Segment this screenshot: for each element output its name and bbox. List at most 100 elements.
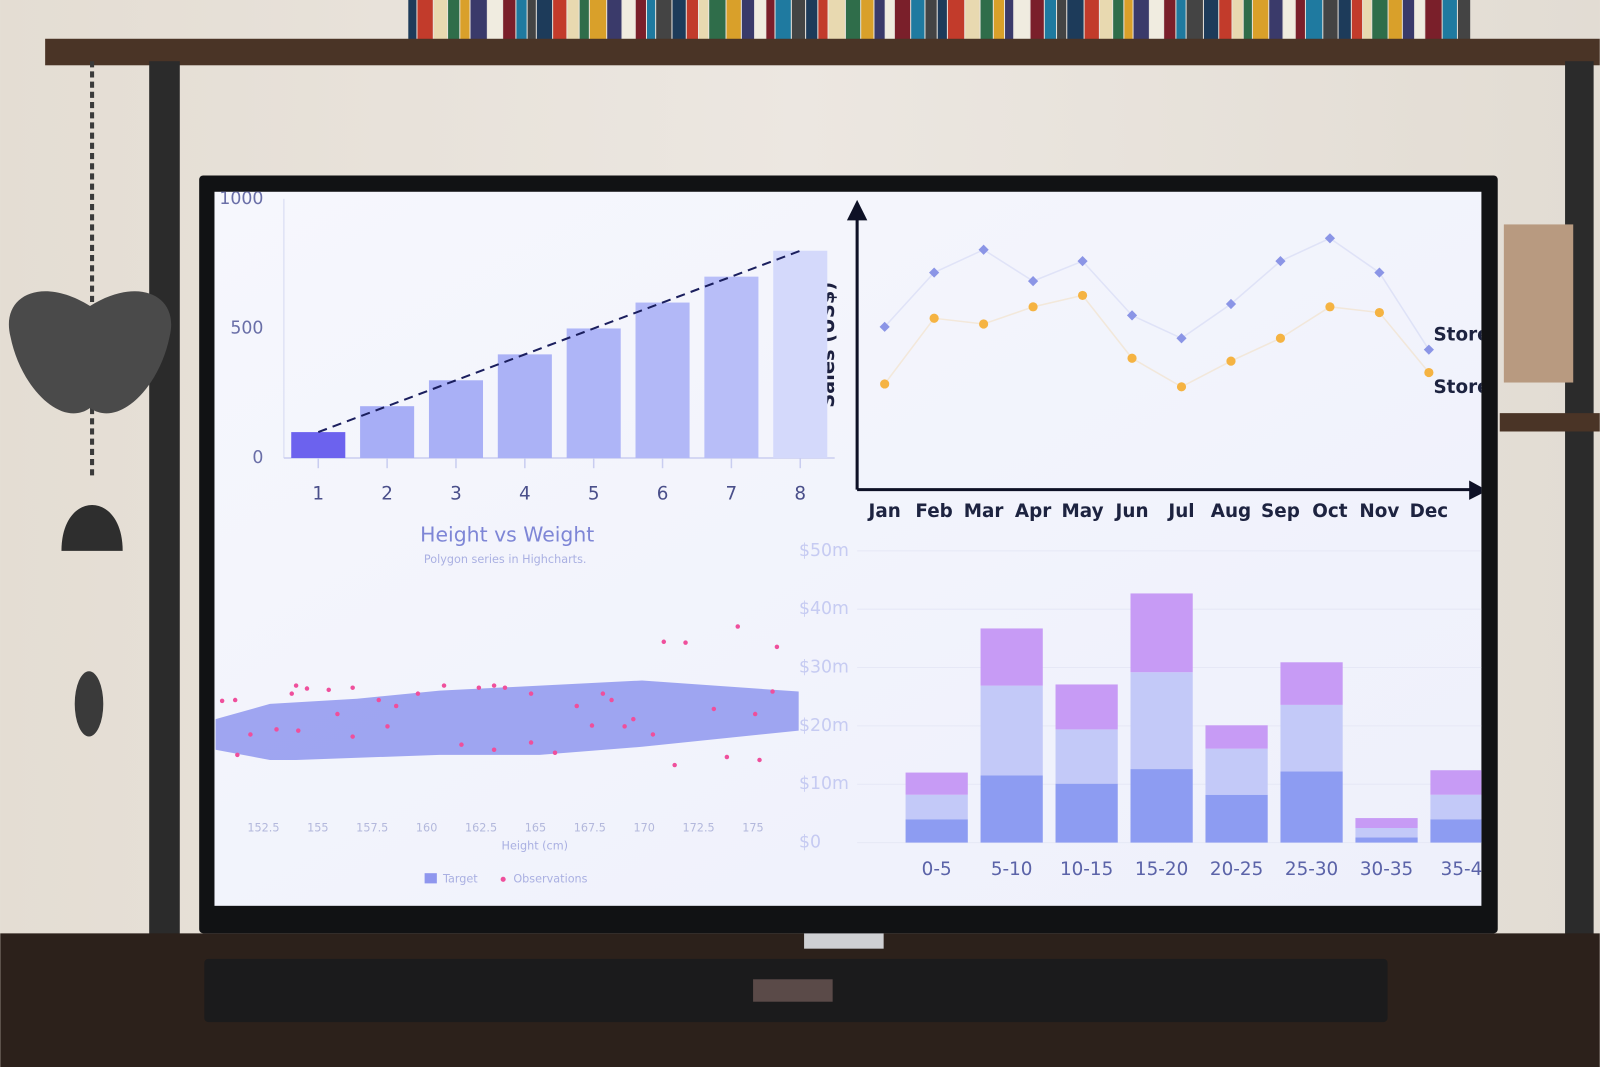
y-tick-label: 0 <box>252 448 263 468</box>
bar <box>1430 770 1482 795</box>
book-row <box>408 0 1471 41</box>
book <box>1005 0 1014 41</box>
bar <box>1055 783 1118 843</box>
book <box>775 0 791 41</box>
x-tick-label: 8 <box>794 484 806 505</box>
chart-subtitle: Polygon series in Highcharts. <box>424 553 587 566</box>
x-tick-label: Sep <box>1261 501 1300 522</box>
observation <box>502 685 508 690</box>
bar <box>1130 769 1193 843</box>
observation <box>491 683 497 688</box>
observation <box>350 685 355 690</box>
book <box>448 0 460 41</box>
y-tick-label: $40m <box>799 599 849 619</box>
book <box>1219 0 1232 41</box>
bar <box>1355 818 1418 828</box>
book <box>1372 0 1388 41</box>
x-tick-label: Jul <box>1166 501 1194 522</box>
book <box>1252 0 1269 41</box>
bar <box>905 794 968 820</box>
axis-arrow <box>846 199 868 221</box>
x-axis-label: Height (cm) <box>502 840 569 853</box>
legend-label: Target <box>442 872 478 885</box>
bar <box>1130 593 1193 673</box>
marker <box>1226 356 1236 366</box>
x-tick-label: Mar <box>964 501 1004 522</box>
marker <box>1176 333 1187 344</box>
observation <box>528 740 534 745</box>
x-tick-label: Jun <box>1114 501 1149 522</box>
marker <box>929 267 940 278</box>
marker <box>1127 353 1137 363</box>
x-tick-label: 5-10 <box>991 859 1033 880</box>
observation <box>650 732 656 737</box>
observation <box>304 686 310 691</box>
observation <box>552 750 558 755</box>
observation <box>232 697 238 703</box>
bell <box>61 504 123 551</box>
marker <box>1225 298 1237 310</box>
trend-line <box>317 249 801 434</box>
legend-label: Observations <box>513 872 587 885</box>
book <box>699 0 709 41</box>
y-tick-label: 500 <box>230 318 263 338</box>
bar <box>1355 837 1418 843</box>
legend-symbol <box>500 876 506 882</box>
observation <box>735 624 740 629</box>
observation <box>770 689 775 694</box>
observation <box>609 697 614 703</box>
marker <box>979 319 989 329</box>
marker <box>1374 307 1384 318</box>
book <box>1044 0 1057 41</box>
y-tick-label: $20m <box>799 716 849 736</box>
observation <box>661 639 667 645</box>
marker <box>1374 267 1385 278</box>
x-tick-label: 175 <box>742 821 763 834</box>
soundbar-display <box>753 979 833 1002</box>
book <box>516 0 527 41</box>
x-tick-label: Dec <box>1410 501 1449 522</box>
book <box>417 0 433 41</box>
x-tick-label: 7 <box>726 484 738 505</box>
book <box>1014 0 1030 41</box>
book <box>1124 0 1133 41</box>
book <box>1402 0 1415 41</box>
book <box>741 0 755 41</box>
observation <box>476 685 482 690</box>
observation <box>441 683 447 688</box>
bar <box>773 250 828 459</box>
book <box>911 0 925 41</box>
observation <box>757 757 762 763</box>
axis-arrow <box>1469 480 1482 500</box>
observation <box>393 703 399 709</box>
book <box>965 0 980 41</box>
book <box>947 0 965 41</box>
x-tick-label: 4 <box>519 484 531 505</box>
book <box>1351 0 1363 41</box>
y-tick-label: $50m <box>799 541 849 561</box>
x-tick-label: 3 <box>450 484 462 505</box>
observation <box>289 691 294 696</box>
x-tick-label: 25-30 <box>1285 859 1338 880</box>
observation <box>385 724 390 729</box>
marker <box>1077 290 1088 301</box>
observation <box>711 706 717 712</box>
bar <box>1130 672 1193 770</box>
book <box>503 0 516 41</box>
marker <box>879 321 890 332</box>
bar <box>1280 662 1343 705</box>
x-tick-label: Feb <box>915 501 952 522</box>
book <box>686 0 698 41</box>
x-tick-label: 35-4 <box>1441 859 1483 880</box>
book <box>885 0 894 41</box>
bar <box>980 775 1043 843</box>
book <box>408 0 417 41</box>
marker <box>1324 233 1336 244</box>
book <box>1176 0 1186 41</box>
observation <box>631 716 636 722</box>
book <box>1388 0 1402 41</box>
book <box>672 0 686 41</box>
observation <box>248 732 253 737</box>
observation <box>415 691 421 696</box>
book <box>1323 0 1338 41</box>
